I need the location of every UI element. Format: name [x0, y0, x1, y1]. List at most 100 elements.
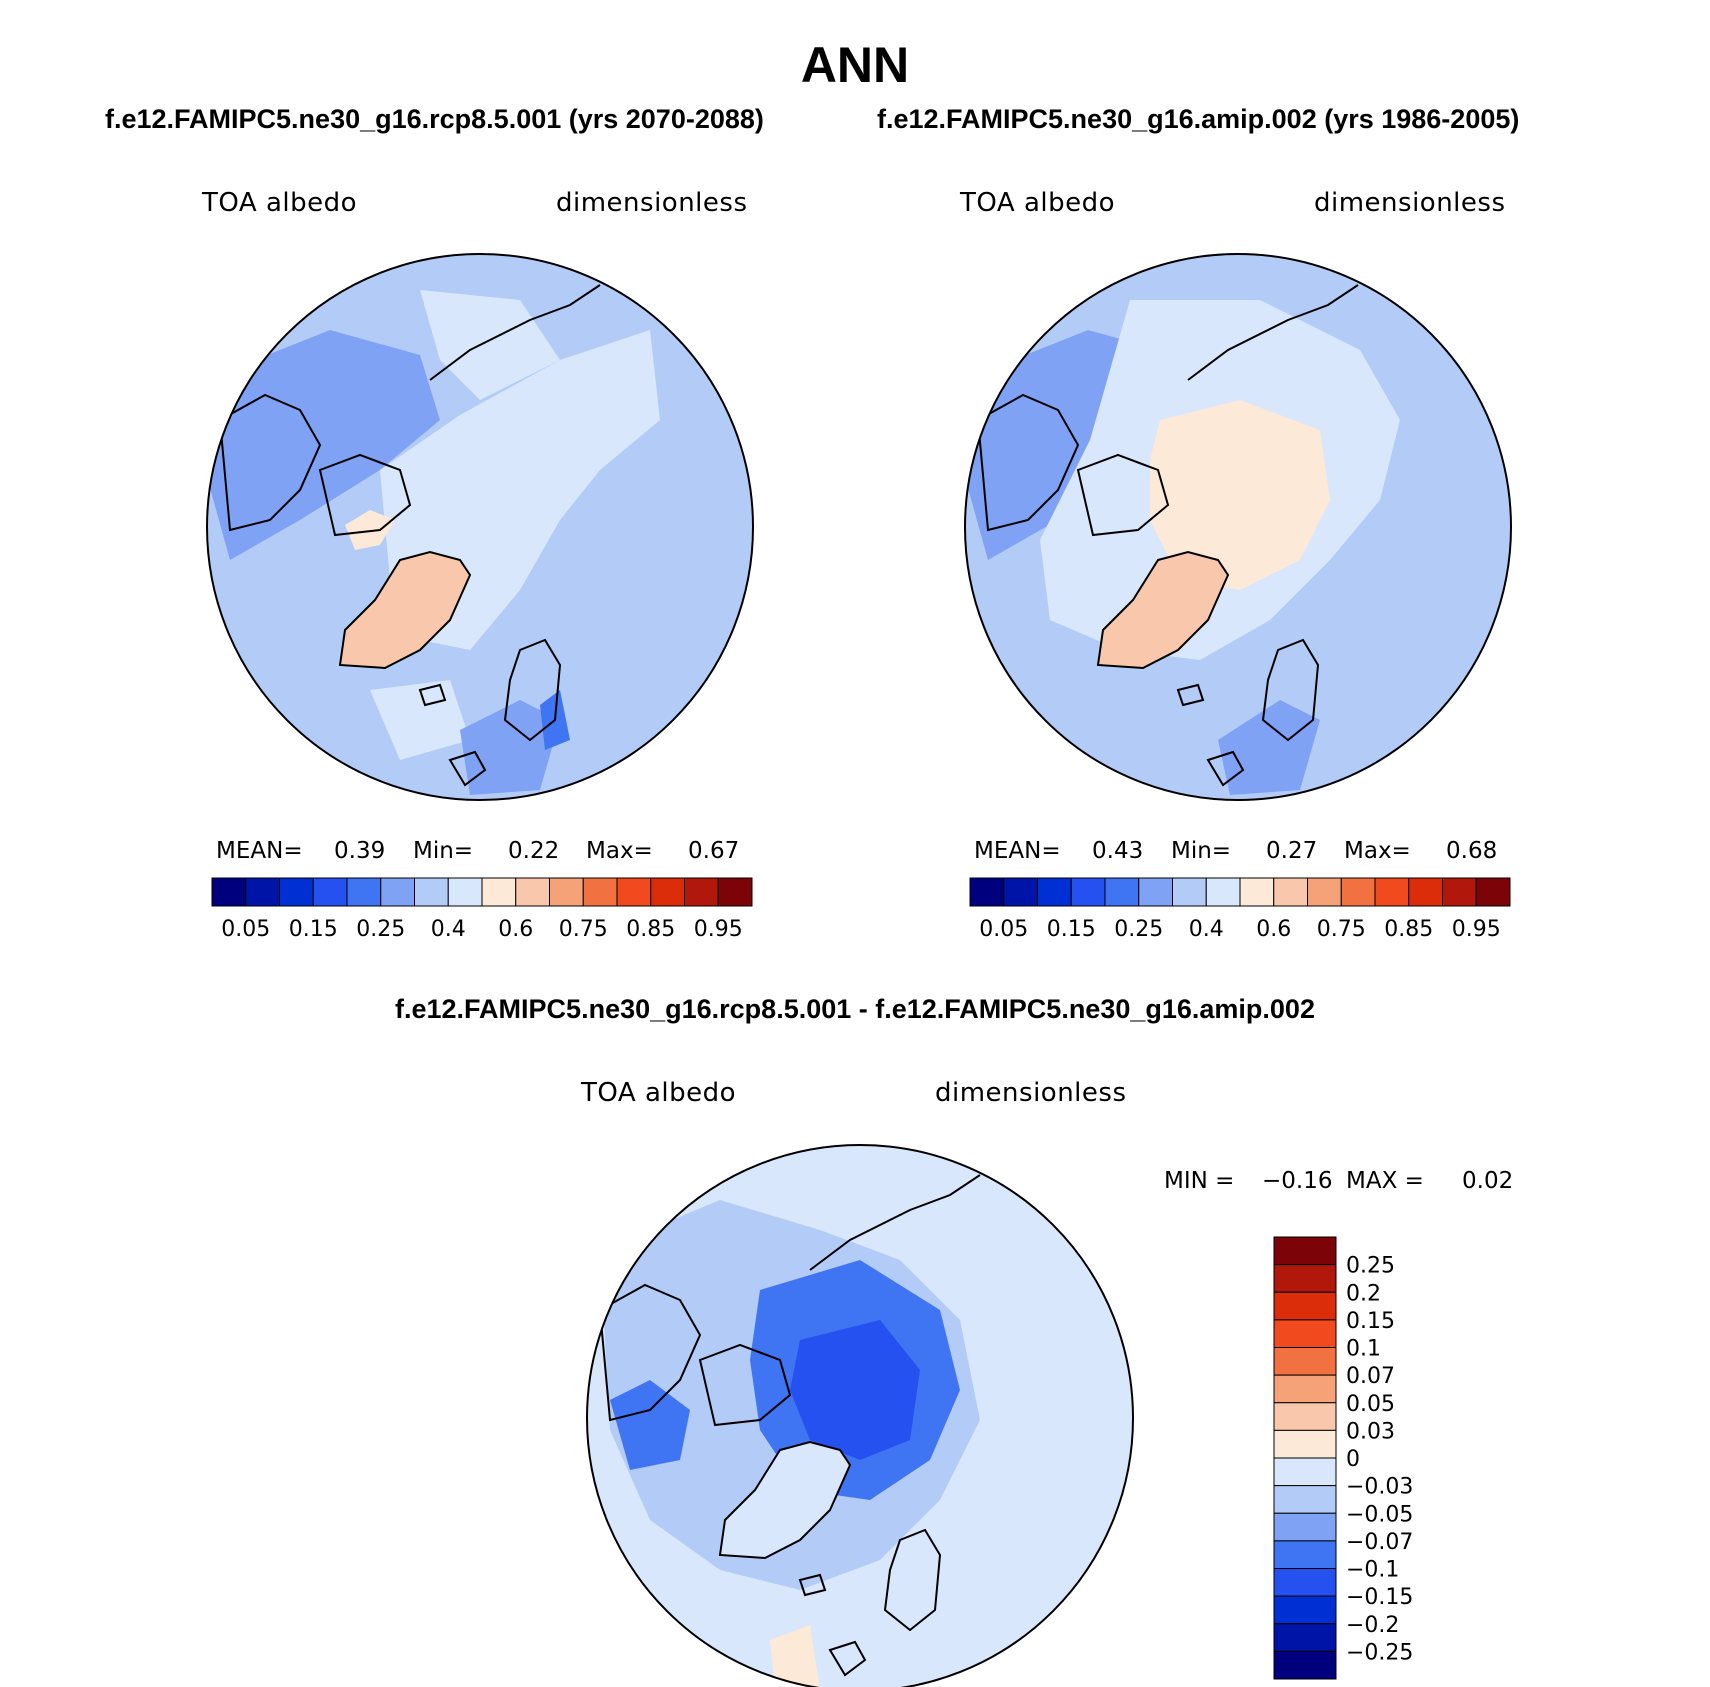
- panel1-colorbar-swatch: [515, 877, 550, 907]
- panel3-field-greenland: [718, 1440, 852, 1560]
- panel2-max-label: Max=: [1344, 838, 1411, 864]
- panel2-coast-canada: [976, 393, 1080, 532]
- panel1-colorbar-tick-label: 0.4: [431, 917, 466, 942]
- right-panel-case-title: f.e12.FAMIPC5.ne30_g16.amip.002 (yrs 198…: [877, 104, 1520, 134]
- panel1-min-value: 0.22: [508, 838, 560, 864]
- panel2-colorbar-swatch: [1138, 877, 1173, 907]
- panel2-colorbar-tick-label: 0.95: [1452, 917, 1501, 942]
- panel2-colorbar-swatch: [1442, 877, 1477, 907]
- panel1-colorbar-swatch: [312, 877, 348, 907]
- panel3-colorbar-swatch: [1273, 1595, 1337, 1625]
- panel1-colorbar-swatch: [447, 877, 483, 907]
- panel2-colorbar-tick-label: 0.75: [1317, 917, 1366, 942]
- panel1-colorbar-swatch: [582, 877, 618, 907]
- panel2-units-label: dimensionless: [1314, 188, 1506, 218]
- panel1-colorbar-swatch: [481, 877, 517, 907]
- panel2-colorbar: 0.05 0.15 0.25 0.4 0.6 0.75 0.85 0.95: [969, 877, 1511, 942]
- panel3-colorbar-tick-label: −0.2: [1346, 1613, 1399, 1638]
- panel2-field-europe-region: [1218, 700, 1320, 795]
- panel1-colorbar: 0.05 0.15 0.25 0.4 0.6 0.75 0.85 0.95: [211, 877, 753, 942]
- panel3-coast-canada: [598, 1283, 702, 1422]
- panel1-min-label: Min=: [413, 838, 474, 864]
- panel3-colorbar-tick-label: −0.25: [1346, 1640, 1413, 1665]
- panel2-colorbar-swatch: [969, 877, 1005, 907]
- panel1-polar-map: [206, 253, 754, 801]
- panel3-colorbar-tick-label: 0.07: [1346, 1364, 1395, 1389]
- panel2-coast-britain: [1206, 750, 1245, 787]
- panel2-colorbar-swatch: [1037, 877, 1072, 907]
- panel3-colorbar: 0.250.2 0.15 0.10.07 0.050.03 0 −0.03−0.05 −0.…: [1273, 1236, 1413, 1680]
- panel1-colorbar-swatch: [717, 877, 753, 907]
- panel3-colorbar-swatch: [1273, 1540, 1337, 1569]
- panel3-colorbar-tick-label: 0.25: [1346, 1254, 1395, 1279]
- panel3-field-arctic-core: [790, 1320, 920, 1460]
- panel3-colorbar-swatch: [1273, 1264, 1337, 1293]
- panel3-coast-scandinavia: [883, 1528, 942, 1632]
- panel1-colorbar-tick-label: 0.85: [626, 917, 675, 942]
- panel2-colorbar-tick-label: 0.15: [1047, 917, 1096, 942]
- panel1-coast-iceland: [418, 683, 447, 707]
- panel2-colorbar-swatch: [1239, 877, 1275, 907]
- panel2-colorbar-swatch: [1205, 877, 1241, 907]
- panel3-colorbar-swatch: [1273, 1650, 1337, 1680]
- panel2-colorbar-swatch: [1104, 877, 1140, 907]
- panel1-max-value: 0.67: [688, 838, 740, 864]
- panel2-coast-scandinavia: [1261, 638, 1320, 742]
- panel1-colorbar-swatch: [380, 877, 415, 907]
- panel2-field-arctic-core: [1150, 400, 1330, 590]
- panel1-colorbar-swatch: [346, 877, 382, 907]
- panel2-field-greenland: [1096, 550, 1230, 670]
- panel2-colorbar-swatch: [1070, 877, 1106, 907]
- panel3-max-value: 0.02: [1462, 1168, 1514, 1194]
- panel3-variable-label: TOA albedo: [581, 1078, 737, 1108]
- left-panel-case-title: f.e12.FAMIPC5.ne30_g16.rcp8.5.001 (yrs 2…: [105, 104, 764, 134]
- panel3-colorbar-swatch: [1273, 1236, 1337, 1266]
- panel1-colorbar-swatch: [414, 877, 449, 907]
- panel2-colorbar-swatch: [1408, 877, 1443, 907]
- panel2-colorbar-swatch: [1003, 877, 1038, 907]
- panel1-mean-label: MEAN=: [216, 838, 303, 864]
- panel3-colorbar-tick-label: −0.15: [1346, 1585, 1413, 1610]
- panel3-colorbar-tick-label: 0.1: [1346, 1337, 1381, 1362]
- panel2-colorbar-swatch: [1307, 877, 1342, 907]
- panel1-units-label: dimensionless: [556, 188, 748, 218]
- panel1-colorbar-swatch: [616, 877, 652, 907]
- panel3-units-label: dimensionless: [935, 1078, 1127, 1108]
- panel2-colorbar-swatch: [1273, 877, 1308, 907]
- panel3-colorbar-tick-label: 0.15: [1346, 1309, 1395, 1334]
- panel2-colorbar-swatch: [1172, 877, 1207, 907]
- panel1-colorbar-tick-label: 0.6: [498, 917, 533, 942]
- panel3-coast-siberia: [809, 1174, 981, 1271]
- panel2-coast-archipelago: [1076, 453, 1170, 537]
- panel3-colorbar-tick-label: 0.05: [1346, 1392, 1395, 1417]
- panel3-max-label: MAX =: [1346, 1168, 1424, 1194]
- panel3-min-label: MIN =: [1164, 1168, 1235, 1194]
- panel2-mean-value: 0.43: [1092, 838, 1144, 864]
- panel3-field-positive-patch: [770, 1625, 820, 1687]
- panel1-coast-britain: [448, 750, 487, 787]
- panel2-min-label: Min=: [1171, 838, 1232, 864]
- panel2-polar-map: [964, 253, 1512, 801]
- panel2-mean-label: MEAN=: [974, 838, 1061, 864]
- panel1-field-islands-region: [345, 510, 395, 550]
- panel2-colorbar-swatch: [1374, 877, 1410, 907]
- difference-panel-title: f.e12.FAMIPC5.ne30_g16.rcp8.5.001 - f.e1…: [395, 994, 1315, 1024]
- panel1-colorbar-tick-label: 0.25: [356, 917, 405, 942]
- panel3-colorbar-swatch: [1273, 1568, 1337, 1597]
- panel3-colorbar-swatch: [1273, 1457, 1337, 1487]
- panel3-colorbar-swatch: [1273, 1429, 1337, 1459]
- panel1-field-canada-region: [207, 330, 440, 560]
- panel3-field-canada-core: [610, 1380, 690, 1470]
- panel3-coast-archipelago: [698, 1343, 792, 1427]
- panel1-coast-scandinavia: [503, 638, 562, 742]
- panel3-polar-map: [586, 1144, 1134, 1687]
- panel1-colorbar-tick-label: 0.75: [559, 917, 608, 942]
- panel3-colorbar-tick-label: 0.03: [1346, 1419, 1395, 1444]
- panel2-max-value: 0.68: [1446, 838, 1498, 864]
- panel3-map-border: [586, 1144, 1134, 1687]
- page-title: ANN: [800, 37, 910, 93]
- panel1-colorbar-swatch: [245, 877, 280, 907]
- panel3-coast-iceland: [798, 1573, 827, 1597]
- panel2-colorbar-tick-label: 0.05: [979, 917, 1028, 942]
